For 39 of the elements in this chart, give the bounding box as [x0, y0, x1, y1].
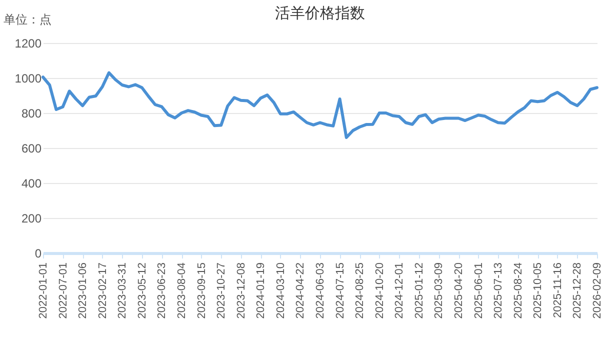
- x-tick-label: 2024-10-20: [374, 262, 386, 319]
- x-tick-label: 2022-01-01: [38, 262, 50, 319]
- x-tick-label: 2023-03-31: [116, 262, 129, 319]
- y-tick-label: 800: [21, 106, 42, 120]
- x-tick-label: 2023-06-23: [156, 262, 168, 319]
- y-tick-label: 400: [21, 176, 42, 190]
- y-tick-label: 0: [34, 246, 42, 260]
- x-tick-label: 2023-10-27: [216, 262, 228, 319]
- x-tick-label: 2025-01-12: [413, 262, 426, 319]
- x-tick-label: 2025-03-09: [433, 262, 446, 319]
- y-tick-label: 200: [21, 212, 42, 226]
- x-tick-label: 2024-03-10: [274, 262, 287, 319]
- x-tick-label: 2024-06-03: [314, 262, 326, 319]
- x-tick-label: 2024-07-15: [334, 262, 346, 319]
- x-tick-label: 2023-12-08: [235, 262, 248, 319]
- x-tick-label: 2025-11-16: [552, 262, 564, 318]
- x-tick-label: 2024-04-22: [294, 262, 307, 319]
- x-tick-label: 2023-01-06: [77, 262, 90, 319]
- x-tick-label: 2025-10-05: [532, 262, 544, 319]
- x-tick-label: 2022-07-01: [57, 262, 70, 319]
- y-tick-label: 1000: [14, 72, 42, 86]
- x-tick-label: 2025-06-01: [472, 262, 485, 319]
- x-tick-label: 2025-04-20: [453, 262, 465, 319]
- x-tick-label: 2023-02-17: [96, 262, 109, 319]
- x-tick-label: 2025-12-28: [572, 262, 584, 319]
- x-tick-label: 2024-01-19: [255, 262, 268, 319]
- x-tick-label: 2025-08-24: [512, 262, 524, 319]
- x-tick-label: 2025-07-13: [492, 262, 505, 319]
- x-tick-label: 2024-08-25: [354, 262, 366, 319]
- x-tick-label: 2023-05-12: [136, 262, 148, 319]
- x-tick-label: 2023-09-15: [196, 262, 208, 319]
- x-tick-label: 2024-12-01: [394, 262, 406, 319]
- y-axis-title: 单位：点: [4, 12, 52, 26]
- y-tick-label: 600: [21, 142, 42, 156]
- y-tick-label: 1200: [14, 36, 42, 50]
- chart-title: 活羊价格指数: [275, 5, 365, 22]
- line-series: [42, 71, 598, 139]
- x-tick-label: 2023-08-04: [176, 262, 188, 319]
- x-tick-label: 2026-02-09: [592, 262, 604, 319]
